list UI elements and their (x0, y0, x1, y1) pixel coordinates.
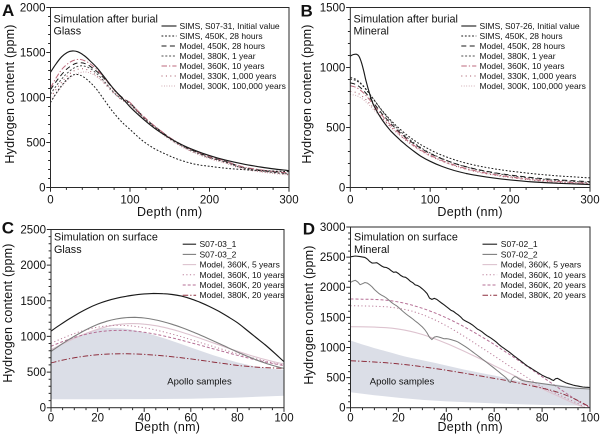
svg-text:1000: 1000 (20, 331, 46, 343)
svg-text:Simulation on surface: Simulation on surface (354, 231, 458, 243)
svg-text:100: 100 (274, 413, 293, 425)
svg-text:1000: 1000 (320, 63, 346, 75)
svg-text:Model, 300K, 100,000 years: Model, 300K, 100,000 years (480, 81, 586, 91)
svg-text:1500: 1500 (320, 3, 346, 15)
svg-text:Hydrogen content (ppm): Hydrogen content (ppm) (302, 245, 316, 384)
svg-text:Model, 380K, 1 year: Model, 380K, 1 year (180, 51, 256, 61)
svg-text:Simulation after burial: Simulation after burial (54, 14, 158, 26)
svg-text:Hydrogen content (ppm): Hydrogen content (ppm) (1, 243, 15, 382)
svg-text:Mineral: Mineral (354, 25, 389, 37)
svg-text:Model, 360K, 10 years: Model, 360K, 10 years (501, 270, 586, 280)
svg-text:0: 0 (39, 183, 45, 195)
svg-text:2000: 2000 (20, 3, 46, 15)
svg-text:SIMS, 450K, 28 hours: SIMS, 450K, 28 hours (180, 31, 263, 41)
svg-text:Model, 330K, 1,000 years: Model, 330K, 1,000 years (480, 71, 577, 81)
svg-text:0: 0 (347, 195, 353, 207)
svg-text:Model, 360K, 20 years: Model, 360K, 20 years (501, 280, 586, 290)
svg-text:Model, 360K, 10 years: Model, 360K, 10 years (480, 61, 565, 71)
svg-text:60: 60 (488, 413, 501, 425)
svg-text:3000: 3000 (320, 222, 346, 234)
svg-text:Hydrogen content (ppm): Hydrogen content (ppm) (300, 24, 314, 163)
svg-text:Depth (nm): Depth (nm) (135, 420, 201, 434)
svg-text:1500: 1500 (20, 296, 46, 308)
svg-text:Glass: Glass (54, 244, 82, 256)
svg-text:500: 500 (26, 138, 45, 150)
svg-text:Model, 300K, 100,000 years: Model, 300K, 100,000 years (180, 81, 286, 91)
svg-text:300: 300 (580, 195, 599, 207)
svg-text:Depth (nm): Depth (nm) (137, 205, 203, 219)
svg-text:0: 0 (339, 183, 345, 195)
svg-text:Apollo samples: Apollo samples (167, 376, 232, 387)
svg-text:Glass: Glass (54, 25, 82, 37)
svg-text:40: 40 (440, 413, 453, 425)
svg-text:Model, 380K, 20 years: Model, 380K, 20 years (200, 290, 285, 300)
svg-text:1000: 1000 (320, 343, 346, 355)
svg-text:Depth (nm): Depth (nm) (437, 205, 503, 219)
svg-text:Hydrogen content (ppm): Hydrogen content (ppm) (3, 24, 17, 163)
svg-text:Mineral: Mineral (354, 244, 389, 256)
svg-text:Model, 380K, 20 years: Model, 380K, 20 years (501, 290, 586, 300)
svg-text:SIMS, 450K, 28 hours: SIMS, 450K, 28 hours (480, 31, 563, 41)
svg-text:C: C (2, 218, 14, 237)
svg-text:D: D (303, 219, 315, 238)
svg-text:Depth (nm): Depth (nm) (437, 420, 503, 434)
svg-text:60: 60 (184, 413, 197, 425)
svg-text:Model, 450K, 28 hours: Model, 450K, 28 hours (180, 41, 266, 51)
svg-text:100: 100 (421, 195, 440, 207)
svg-text:Apollo samples: Apollo samples (370, 377, 435, 388)
svg-text:Model, 380K, 1 year: Model, 380K, 1 year (480, 51, 556, 61)
svg-text:Model, 330K, 1,000 years: Model, 330K, 1,000 years (180, 71, 277, 81)
svg-text:80: 80 (231, 413, 244, 425)
svg-text:0: 0 (347, 413, 353, 425)
svg-text:SIMS, S07-26, Initial value: SIMS, S07-26, Initial value (480, 21, 580, 31)
svg-text:1500: 1500 (320, 312, 346, 324)
svg-text:S07-02_2: S07-02_2 (501, 249, 538, 259)
svg-text:100: 100 (580, 413, 599, 425)
svg-text:80: 80 (536, 413, 549, 425)
svg-text:0: 0 (339, 403, 345, 415)
svg-text:0: 0 (40, 403, 46, 415)
svg-text:Model, 450K, 28 hours: Model, 450K, 28 hours (480, 41, 566, 51)
svg-text:S07-03_1: S07-03_1 (200, 239, 237, 249)
svg-text:2000: 2000 (20, 260, 46, 272)
svg-text:2500: 2500 (20, 225, 46, 237)
svg-text:B: B (301, 1, 313, 20)
svg-text:S07-03_2: S07-03_2 (200, 249, 237, 259)
svg-text:300: 300 (279, 195, 298, 207)
svg-text:Simulation on surface: Simulation on surface (54, 231, 158, 243)
svg-text:1500: 1500 (20, 48, 46, 60)
svg-text:0: 0 (47, 195, 53, 207)
svg-text:1000: 1000 (20, 93, 46, 105)
svg-text:100: 100 (120, 195, 139, 207)
svg-text:500: 500 (326, 123, 345, 135)
svg-text:SIMS, S07-31, Initial value: SIMS, S07-31, Initial value (180, 21, 280, 31)
svg-text:A: A (2, 1, 14, 20)
svg-text:200: 200 (200, 195, 219, 207)
svg-text:20: 20 (91, 413, 104, 425)
svg-text:0: 0 (48, 413, 54, 425)
svg-text:Simulation after burial: Simulation after burial (354, 14, 458, 26)
svg-text:Model, 360K, 5 years: Model, 360K, 5 years (501, 260, 581, 270)
svg-text:Model, 360K, 10 years: Model, 360K, 10 years (180, 61, 265, 71)
svg-text:500: 500 (27, 367, 46, 379)
svg-text:200: 200 (501, 195, 520, 207)
svg-text:2000: 2000 (320, 282, 346, 294)
svg-text:40: 40 (138, 413, 151, 425)
svg-text:Model, 360K, 5 years: Model, 360K, 5 years (200, 260, 280, 270)
svg-text:20: 20 (392, 413, 405, 425)
svg-text:2500: 2500 (320, 252, 346, 264)
svg-text:Model, 360K, 10 years: Model, 360K, 10 years (200, 270, 285, 280)
svg-text:S07-02_1: S07-02_1 (501, 239, 538, 249)
svg-text:Model, 360K, 20 years: Model, 360K, 20 years (200, 280, 285, 290)
svg-text:500: 500 (326, 373, 345, 385)
